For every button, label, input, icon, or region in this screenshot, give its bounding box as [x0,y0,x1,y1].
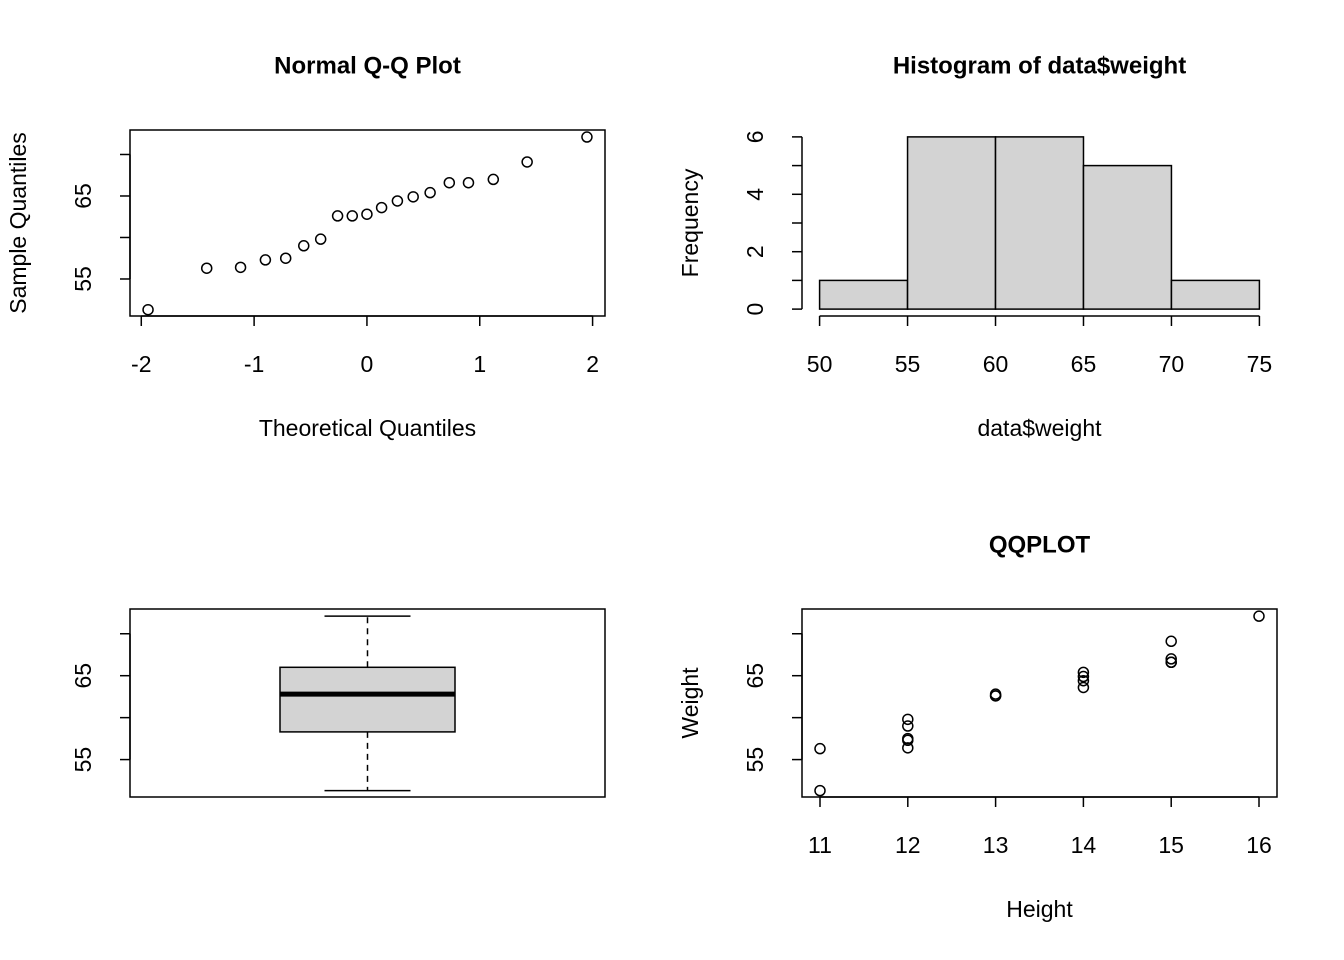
point [142,303,154,316]
y-axis-label: Weight [677,667,703,739]
y-tick-label: 55 [70,266,96,292]
point [1077,674,1090,687]
x-tick-label: 55 [895,351,921,377]
x-tick-label: 16 [1246,832,1272,858]
point [1165,635,1177,648]
x-tick-label: 65 [1071,351,1097,377]
chart-title: Histogram of data$weight [893,52,1186,79]
y-tick-label: 65 [70,663,96,689]
point [487,173,500,186]
point [391,195,404,207]
y-tick-label: 4 [742,188,768,201]
x-tick-label: 70 [1159,351,1185,377]
x-tick-label: 14 [1071,832,1097,858]
plot-frame [801,608,1278,798]
point [279,252,292,264]
x-tick-label: 75 [1247,351,1273,377]
point [814,742,826,755]
y-tick-label: 2 [742,245,768,258]
point [462,176,475,189]
x-tick-label: 50 [807,351,833,377]
point [234,261,247,274]
point [346,210,359,222]
chart-title: QQPLOT [989,531,1091,558]
point [902,713,914,726]
x-axis-label: Theoretical Quantiles [259,415,476,441]
point [1077,666,1090,679]
point [375,201,388,214]
bar [994,136,1085,310]
y-tick-label: 55 [742,747,768,773]
point [331,210,344,222]
x-tick-label: 12 [895,832,921,858]
point [407,191,419,203]
y-tick-label: 65 [70,183,96,209]
point [1165,656,1177,669]
x-tick-label: -2 [131,351,151,377]
x-tick-label: -1 [244,351,264,377]
y-tick-label: 65 [742,663,768,689]
y-axis-label: Sample Quantiles [5,132,31,314]
box [279,666,456,733]
point [902,720,914,732]
point [814,784,826,797]
x-tick-label: 13 [983,832,1009,858]
y-axis-label: Frequency [677,168,703,277]
point [902,732,914,745]
point [361,208,373,220]
x-tick-label: 0 [361,351,374,377]
y-tick-label: 0 [742,303,768,316]
point [581,131,593,143]
plot-frame [129,129,606,317]
point [989,688,1002,700]
point [902,742,914,754]
x-tick-label: 1 [473,351,486,377]
y-tick-label: 55 [70,747,96,773]
point [314,233,327,245]
point [1077,670,1090,683]
point [1077,681,1090,694]
bar [1170,279,1261,310]
point [200,262,213,274]
point [298,240,310,252]
point [259,254,272,266]
x-axis-label: data$weight [977,415,1102,441]
bar [906,136,997,310]
x-axis-label: Height [1006,896,1073,922]
y-tick-label: 6 [742,130,768,143]
point [424,186,436,199]
chart-title: Normal Q-Q Plot [274,52,461,79]
point [521,156,533,168]
x-tick-label: 11 [808,832,832,858]
point [443,176,456,189]
x-tick-label: 2 [586,351,599,377]
bar [1082,164,1173,310]
point [1165,653,1177,665]
x-tick-label: 15 [1158,832,1184,858]
x-tick-label: 60 [983,351,1009,377]
point [1253,610,1265,622]
bar [818,279,909,310]
